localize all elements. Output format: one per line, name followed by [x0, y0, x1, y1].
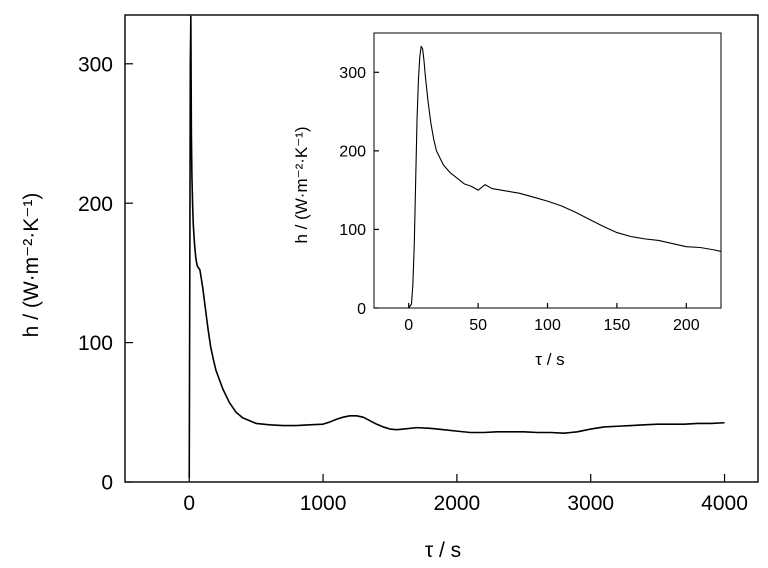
inset-y-tick-label: 200 — [339, 144, 366, 161]
main-x-tick-label: 0 — [183, 492, 195, 515]
inset-x-axis-label: τ / s — [535, 350, 564, 369]
inset-y-tick-label: 300 — [339, 65, 366, 82]
inset-x-tick-label: 50 — [469, 317, 487, 334]
main-plot-frame — [124, 14, 759, 483]
main-series-line — [188, 15, 725, 478]
inset-y-tick-label: 100 — [339, 222, 366, 239]
inset-ticks: 0 50 100 150 200 0 100 200 300 — [339, 65, 699, 334]
main-x-tick-label: 4000 — [701, 492, 748, 515]
inset-y-axis-label: h / (W·m⁻²·K⁻¹) — [292, 126, 311, 243]
inset-x-tick-label: 150 — [604, 317, 631, 334]
inset-series-line — [408, 45, 722, 309]
inset-x-tick-label: 0 — [404, 317, 413, 334]
main-y-tick-label: 0 — [101, 472, 113, 495]
main-x-tick-label: 3000 — [567, 492, 614, 515]
main-series — [188, 15, 725, 478]
inset-y-tick-label: 0 — [357, 301, 366, 318]
inset-x-tick-label: 200 — [673, 317, 700, 334]
main-x-tick-label: 2000 — [434, 492, 481, 515]
main-y-tick-label: 100 — [78, 332, 113, 355]
inset-x-tick-label: 100 — [534, 317, 561, 334]
main-y-tick-label: 200 — [78, 193, 113, 216]
inset-series — [408, 45, 722, 309]
main-x-axis-label: τ / s — [425, 539, 461, 562]
main-x-tick-label: 1000 — [300, 492, 347, 515]
main-y-tick-label: 300 — [78, 53, 113, 76]
main-y-axis-label: h / (W·m⁻²·K⁻¹) — [20, 193, 43, 338]
